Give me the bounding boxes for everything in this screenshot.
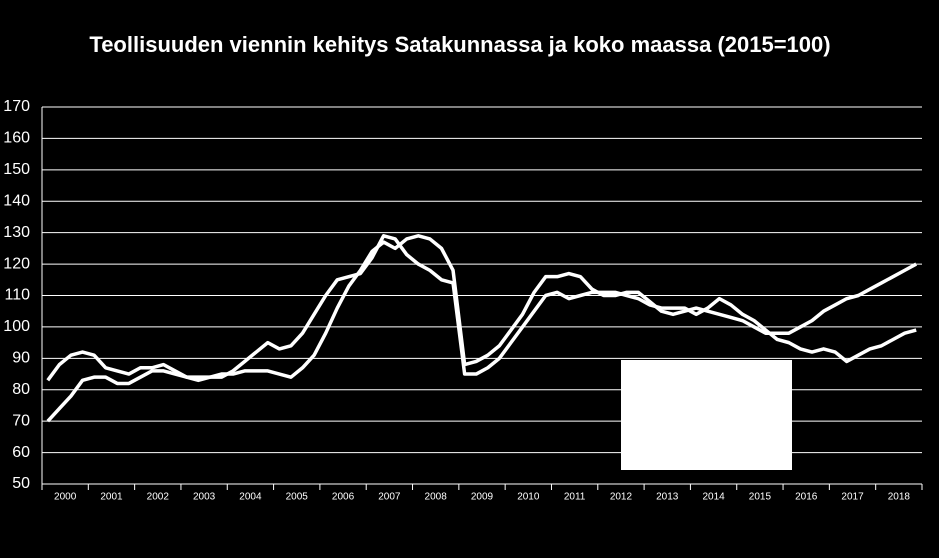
y-tick-label: 160 <box>3 130 30 147</box>
x-tick-label: 2001 <box>100 492 123 503</box>
x-tick-label: 2005 <box>286 492 309 503</box>
series-line <box>46 234 918 423</box>
x-tick-label: 2007 <box>378 492 401 503</box>
x-tick-label: 2006 <box>332 492 355 503</box>
y-tick-label: 80 <box>12 381 30 398</box>
x-tick-label: 2004 <box>239 492 262 503</box>
y-tick-label: 170 <box>3 98 30 115</box>
x-tick-label: 2018 <box>888 492 911 503</box>
blank-box <box>621 360 792 470</box>
x-tick-label: 2003 <box>193 492 216 503</box>
x-tick-label: 2017 <box>841 492 864 503</box>
y-tick-label: 90 <box>12 350 30 367</box>
y-tick-label: 50 <box>12 475 30 492</box>
x-tick-label: 2011 <box>564 492 586 503</box>
x-tick-label: 2014 <box>702 492 725 503</box>
x-tick-label: 2012 <box>610 492 633 503</box>
y-tick-label: 100 <box>3 318 30 335</box>
y-tick-label: 60 <box>12 444 30 461</box>
x-tick-label: 2016 <box>795 492 818 503</box>
x-tick-label: 2002 <box>147 492 170 503</box>
y-tick-label: 120 <box>3 255 30 272</box>
x-tick-label: 2015 <box>749 492 772 503</box>
x-tick-label: 2008 <box>425 492 448 503</box>
y-tick-label: 140 <box>3 192 30 209</box>
y-tick-label: 130 <box>3 224 30 241</box>
y-tick-label: 110 <box>4 287 30 304</box>
y-tick-label: 70 <box>12 412 30 429</box>
x-tick-label: 2000 <box>54 492 77 503</box>
y-tick-label: 150 <box>3 161 30 178</box>
chart-title: Teollisuuden viennin kehitys Satakunnass… <box>89 32 830 57</box>
x-tick-label: 2009 <box>471 492 494 503</box>
x-tick-label: 2010 <box>517 492 540 503</box>
x-tick-label: 2013 <box>656 492 679 503</box>
lines <box>46 234 918 423</box>
